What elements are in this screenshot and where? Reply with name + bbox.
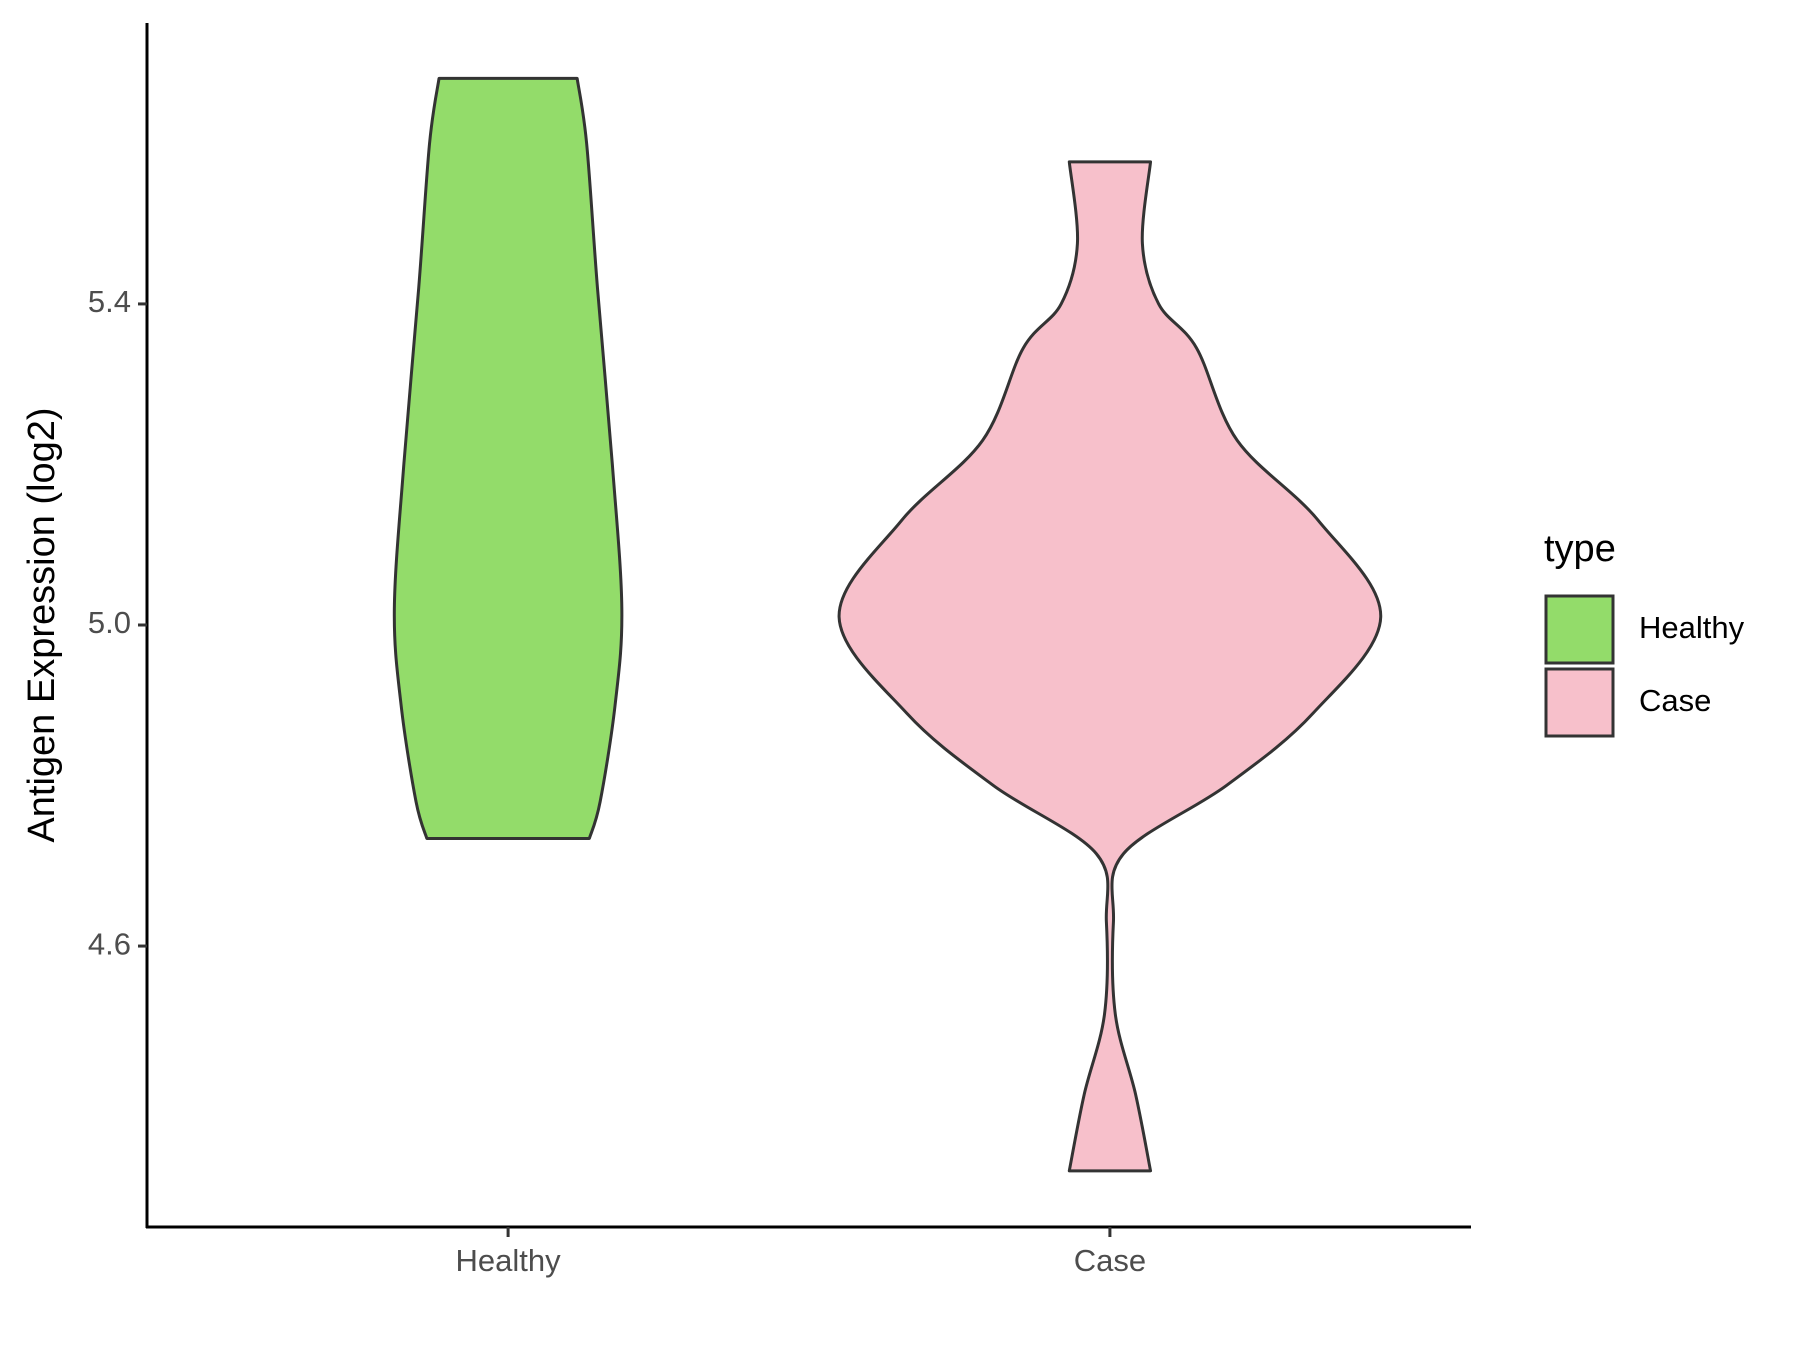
y-axis-title: Antigen Expression (log2) [21, 407, 63, 842]
y-tick-label: 5.4 [88, 284, 131, 319]
x-tick-label: Healthy [456, 1243, 562, 1278]
legend-label: Healthy [1639, 610, 1745, 645]
y-tick-label: 4.6 [88, 926, 131, 961]
legend-title: type [1544, 528, 1616, 570]
y-tick-label: 5.0 [88, 605, 131, 640]
x-tick-label: Case [1074, 1243, 1146, 1278]
legend-label: Case [1639, 683, 1711, 718]
legend-key [1544, 594, 1615, 665]
violin [392, 76, 624, 841]
violin [837, 160, 1383, 1173]
legend-key [1544, 667, 1615, 738]
